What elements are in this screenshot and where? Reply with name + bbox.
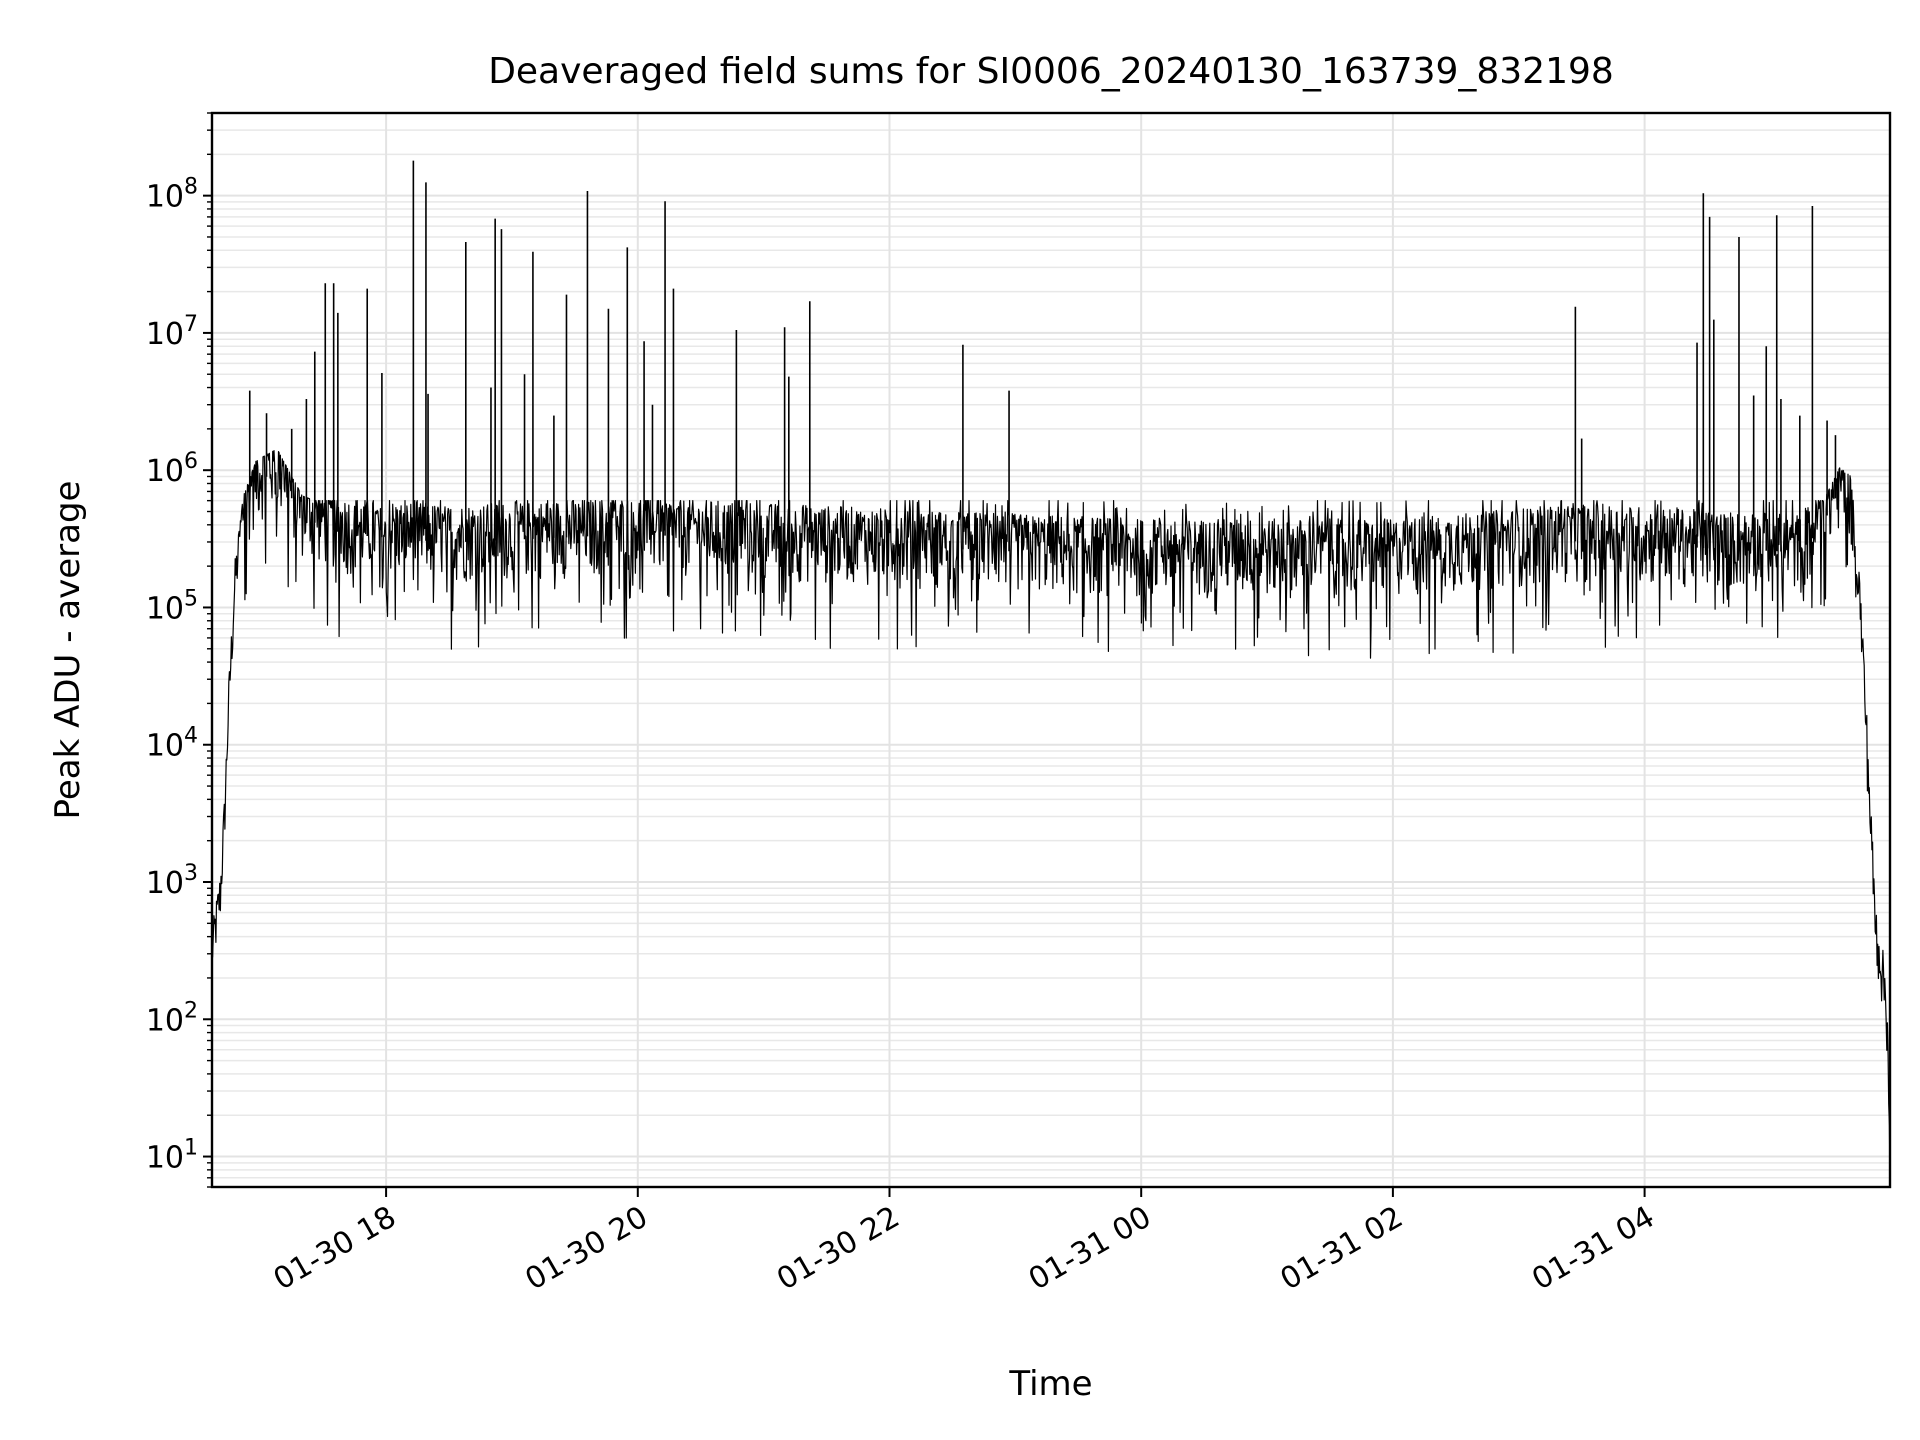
x-tick-label: 01-31 04: [1526, 1200, 1660, 1298]
x-tick-label: 01-31 00: [1023, 1200, 1157, 1298]
y-tick-label: 104: [146, 724, 198, 764]
grid: [212, 112, 1890, 1188]
ticks: 101 102 103 104 105 106 107 108 01-30 18 01-30 20…: [146, 112, 1661, 1298]
y-axis-label: Peak ADU - average: [48, 481, 88, 820]
x-tick-label: 01-30 20: [519, 1200, 653, 1298]
y-tick-label: 105: [146, 586, 198, 626]
x-tick-label: 01-31 02: [1275, 1200, 1409, 1298]
y-tick-label: 103: [146, 861, 198, 901]
chart-title: Deaveraged field sums for SI0006_2024013…: [488, 51, 1614, 92]
x-axis-label: Time: [1008, 1364, 1092, 1404]
y-tick-label: 102: [146, 998, 198, 1038]
x-tick-label: 01-30 18: [268, 1200, 402, 1298]
y-tick-label: 101: [146, 1136, 198, 1176]
y-tick-label: 108: [146, 175, 198, 215]
plot-frame: [210, 111, 1892, 1189]
y-tick-label: 107: [146, 312, 198, 352]
y-tick-label: 106: [146, 449, 198, 489]
x-tick-label: 01-30 22: [771, 1200, 905, 1298]
series-layer: [211, 160, 1891, 1184]
